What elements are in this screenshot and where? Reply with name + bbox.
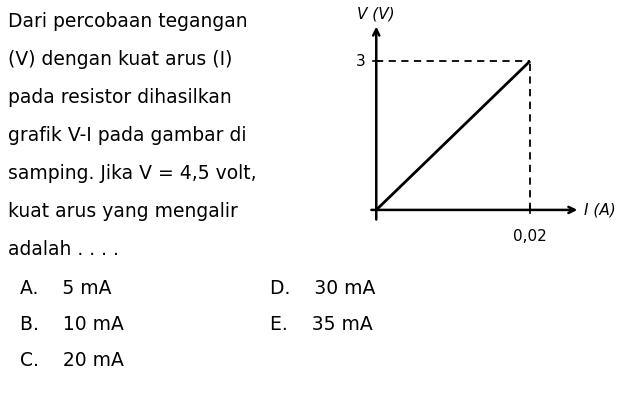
Text: grafik V-I pada gambar di: grafik V-I pada gambar di xyxy=(8,126,247,145)
Text: D.    30 mA: D. 30 mA xyxy=(270,279,376,298)
Text: samping. Jika V = 4,5 volt,: samping. Jika V = 4,5 volt, xyxy=(8,164,256,183)
Text: I (A): I (A) xyxy=(584,202,616,218)
Text: (V) dengan kuat arus (I): (V) dengan kuat arus (I) xyxy=(8,50,233,69)
Text: adalah . . . .: adalah . . . . xyxy=(8,240,119,259)
Text: E.    35 mA: E. 35 mA xyxy=(270,315,373,334)
Text: A.    5 mA: A. 5 mA xyxy=(20,279,112,298)
Text: pada resistor dihasilkan: pada resistor dihasilkan xyxy=(8,88,232,107)
Text: B.    10 mA: B. 10 mA xyxy=(20,315,124,334)
Text: 0,02: 0,02 xyxy=(513,229,547,244)
Text: V (V): V (V) xyxy=(358,6,395,21)
Text: Dari percobaan tegangan: Dari percobaan tegangan xyxy=(8,12,247,31)
Text: kuat arus yang mengalir: kuat arus yang mengalir xyxy=(8,202,238,221)
Text: C.    20 mA: C. 20 mA xyxy=(20,351,124,370)
Text: 3: 3 xyxy=(356,54,365,69)
